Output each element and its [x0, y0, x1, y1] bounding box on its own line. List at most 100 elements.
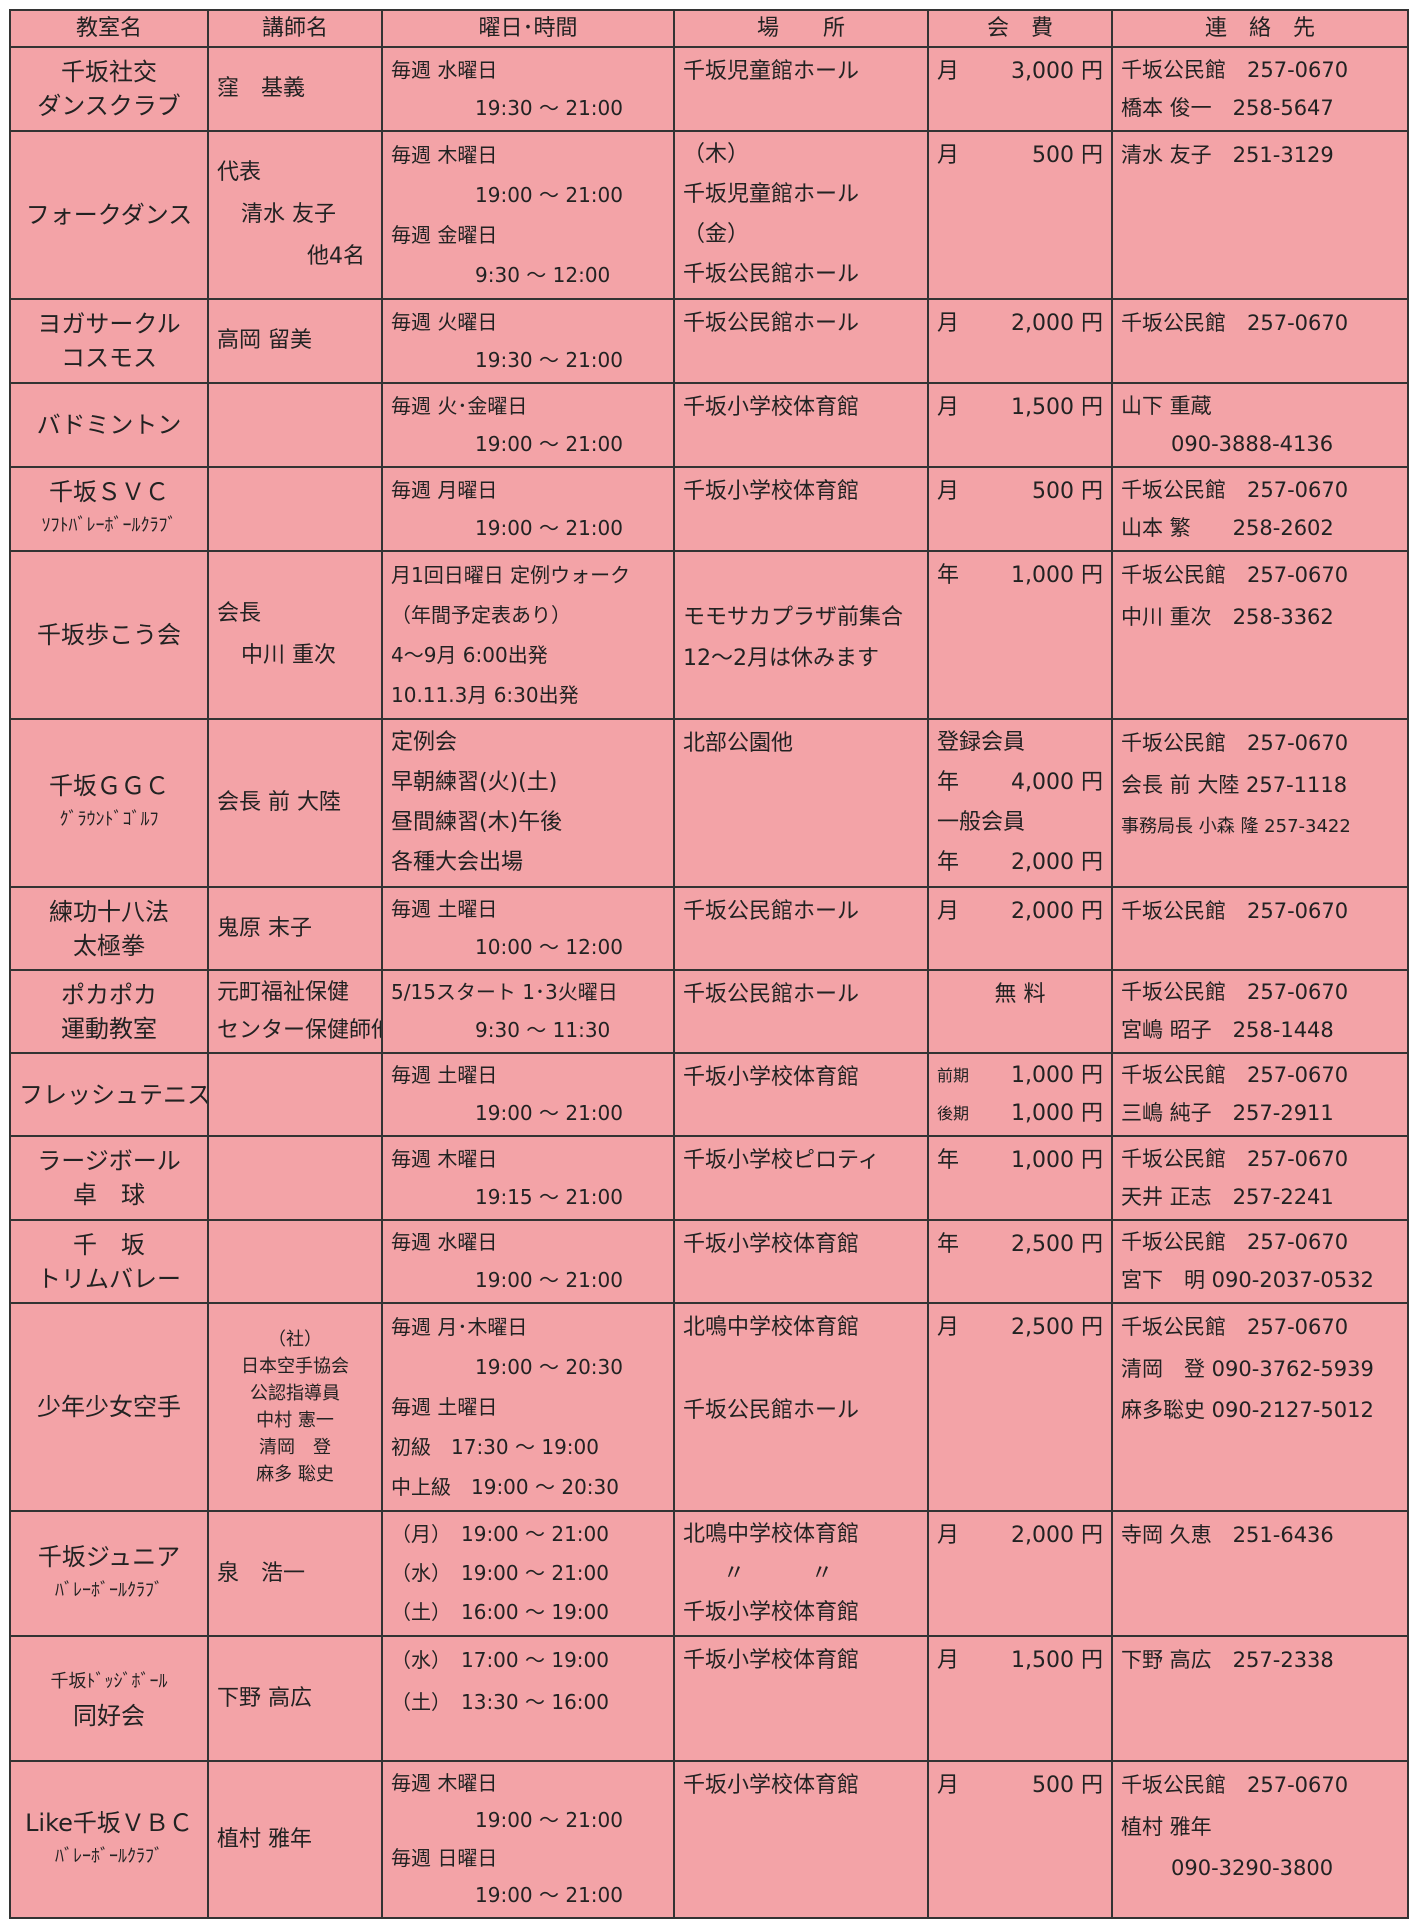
name-cell: 千坂ＳＶＣ ｿﾌﾄﾊﾞﾚｰﾎﾞｰﾙｸﾗﾌﾞ — [9, 466, 209, 552]
fee-line: 年 1,000 円 — [937, 1140, 1103, 1182]
schedule-text: 毎週 水曜日 — [391, 58, 498, 82]
name-text: 同好会 — [73, 1701, 145, 1730]
name-text: ラージボール — [37, 1147, 181, 1175]
contact-cell: 千坂公民館 257-0670 会長 前 大陸 257-1118 事務局長 小森 隆 … — [1111, 718, 1409, 888]
schedule-cell: 毎週 水曜日 19:00 ～ 21:00 — [381, 1219, 675, 1304]
place-cell: （木） 千坂児童館ホール （金） 千坂公民館ホール — [673, 130, 929, 300]
schedule-text: 月1回日曜日 定例ウォーク — [391, 563, 631, 587]
contact-text: 千坂公民館 257-0670 — [1121, 1063, 1349, 1087]
instructor-cell — [207, 1052, 383, 1137]
schedule-text: 19:30 ～ 21:00 — [475, 348, 623, 372]
header-text: 連 絡 先 — [1204, 16, 1315, 41]
fee-period: 月 — [937, 1523, 960, 1548]
name-cell: ラージボール卓 球 — [9, 1135, 209, 1221]
fee-line: 月 2,000 円 — [937, 1515, 1103, 1557]
instructor-text: 他4名 — [307, 243, 365, 269]
fee-line: 後期 1,000 円 — [937, 1095, 1103, 1133]
instructor-cell: 鬼原 末子 — [207, 886, 383, 971]
contact-text: 寺岡 久恵 251-6436 — [1121, 1523, 1334, 1547]
contact-cell: 下野 高広 257-2338 — [1111, 1635, 1409, 1762]
schedule-text: 10:00 ～ 12:00 — [475, 934, 623, 959]
name-text: 千坂ＳＶＣ — [49, 478, 169, 506]
schedule-cell: 毎週 土曜日 19:00 ～ 21:00 — [381, 1052, 675, 1137]
schedule-text: 19:30 ～ 21:00 — [475, 96, 623, 120]
name-text: 千坂ﾄﾞｯｼﾞﾎﾞｰﾙ — [50, 1670, 168, 1692]
instructor-cell: （社） 日本空手協会 公認指導員 中村 憲一 清岡 登麻多 聡史 — [207, 1302, 383, 1512]
contact-cell: 千坂公民館 257-0670 — [1111, 886, 1409, 971]
name-text: 卓 球 — [73, 1181, 145, 1209]
schedule-text: 毎週 木曜日 — [391, 1147, 498, 1171]
schedule-text: （月） 19:00 ～ 21:00 — [391, 1522, 609, 1546]
contact-text: 宮嶋 昭子 258-1448 — [1121, 1017, 1334, 1042]
fee-amount: 1,000 円 — [1011, 563, 1103, 588]
fee-line: 登録会員 — [937, 723, 1103, 763]
fee-line: 年 4,000 円 — [937, 763, 1103, 803]
name-text: ｿﾌﾄﾊﾞﾚｰﾎﾞｰﾙｸﾗﾌﾞ — [41, 515, 177, 536]
contact-cell: 千坂公民館 257-0670 天井 正志 257-2241 — [1111, 1135, 1409, 1221]
place-text: 千坂公民館ホール — [683, 1398, 860, 1424]
contact-text: 090-3290-3800 — [1171, 1856, 1334, 1881]
name-text: 太極拳 — [73, 931, 145, 960]
fee-period: 前期 — [937, 1066, 970, 1085]
name-cell: 千坂ジュニア ﾊﾞﾚｰﾎﾞｰﾙｸﾗﾌﾞ — [9, 1510, 209, 1637]
name-text: 運動教室 — [61, 1014, 157, 1043]
fee-line: 月 2,000 円 — [937, 891, 1103, 933]
header-text: 曜日･時間 — [478, 16, 578, 41]
instructor-text: 窪 基義 — [217, 76, 306, 102]
schedule-text: 毎週 水曜日 — [391, 1230, 498, 1254]
name-text: フォークダンス — [25, 201, 193, 229]
contact-text: 千坂公民館 257-0670 — [1121, 980, 1349, 1004]
name-text: 千坂ＧＧＣ — [49, 772, 169, 800]
schedule-cell: 月1回日曜日 定例ウォーク （年間予定表あり） 4～9月 6:00出発 10.11.3… — [381, 550, 675, 720]
contact-cell: 千坂公民館 257-0670 山本 繁 258-2602 — [1111, 466, 1409, 552]
contact-cell: 千坂公民館 257-0670 植村 雅年 090-3290-3800 — [1111, 1760, 1409, 1919]
fee-cell: 月 2,000 円 — [927, 298, 1113, 384]
instructor-text: 清水 友子 — [241, 202, 336, 228]
fee-amount: 1,000 円 — [1011, 1063, 1103, 1088]
schedule-text: 19:00 ～ 20:30 — [475, 1355, 623, 1379]
fee-amount: 1,000 円 — [1011, 1148, 1103, 1173]
name-cell: 少年少女空手 — [9, 1302, 209, 1512]
header-cell: 講師名 — [207, 9, 383, 48]
instructor-cell: 下野 高広 — [207, 1635, 383, 1762]
schedule-cell: 毎週 月曜日 19:00 ～ 21:00 — [381, 466, 675, 552]
contact-cell: 山下 重蔵 090-3888-4136 — [1111, 382, 1409, 468]
fee-period: 月 — [937, 143, 960, 168]
place-text: 北部公園他 — [683, 731, 794, 756]
instructor-cell: 泉 浩一 — [207, 1510, 383, 1637]
header-cell: 連 絡 先 — [1111, 9, 1409, 48]
schedule-text: 定例会 — [391, 730, 458, 755]
place-text: （木） — [683, 142, 750, 167]
contact-cell: 寺岡 久恵 251-6436 — [1111, 1510, 1409, 1637]
contact-text: 千坂公民館 257-0670 — [1121, 1773, 1349, 1797]
schedule-text: 毎週 火･金曜日 — [391, 394, 528, 418]
fee-cell: 月 1,500 円 — [927, 382, 1113, 468]
fee-line: 月 2,000 円 — [937, 303, 1103, 345]
fee-period: 月 — [937, 395, 960, 420]
place-cell: 千坂小学校体育館 — [673, 1219, 929, 1304]
name-text: ヨガサークル — [37, 310, 181, 338]
place-text: 千坂公民館ホール — [683, 311, 860, 336]
contact-text: 麻多聡史 090-2127-5012 — [1121, 1398, 1374, 1423]
instructor-text: 麻多 聡史 — [256, 1464, 334, 1485]
schedule-cell: 毎週 火曜日 19:30 ～ 21:00 — [381, 298, 675, 384]
place-text: 千坂児童館ホール — [683, 59, 860, 84]
instructor-text: 代表 — [217, 160, 262, 186]
name-text: バドミントン — [36, 411, 182, 439]
fee-cell: 月 500 円 — [927, 466, 1113, 552]
schedule-text: 9:30 ～ 12:00 — [475, 263, 611, 287]
instructor-text: 泉 浩一 — [217, 1560, 306, 1586]
header-cell: 会 費 — [927, 9, 1113, 48]
name-text: ﾊﾞﾚｰﾎﾞｰﾙｸﾗﾌﾞ — [55, 1579, 163, 1601]
instructor-cell: 窪 基義 — [207, 46, 383, 132]
fee-cell: 年 2,500 円 — [927, 1219, 1113, 1304]
name-text: フレッシュテニス — [19, 1080, 209, 1109]
schedule-text: 早朝練習(火)(土) — [391, 770, 558, 795]
name-text: コスモス — [61, 344, 157, 372]
fee-cell: 無 料 — [927, 969, 1113, 1054]
contact-cell: 千坂公民館 257-0670 清岡 登 090-3762-5939 麻多聡史 090… — [1111, 1302, 1409, 1512]
place-text: 千坂小学校体育館 — [683, 395, 860, 420]
instructor-cell — [207, 1219, 383, 1304]
name-text: 千坂ジュニア — [37, 1542, 181, 1571]
fee-period: 年 — [937, 770, 960, 795]
